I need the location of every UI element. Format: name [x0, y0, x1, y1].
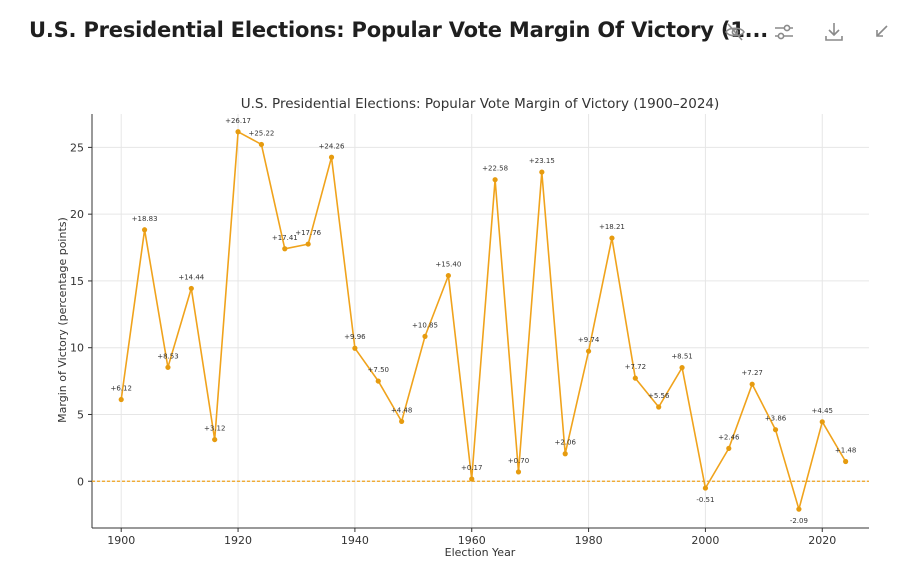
y-axis-label: Margin of Victory (percentage points)	[56, 217, 69, 423]
data-label: +8.51	[671, 353, 692, 361]
x-tick-label: 1980	[575, 534, 603, 547]
data-point	[305, 241, 311, 247]
data-label: -0.51	[696, 496, 714, 504]
data-point	[539, 169, 545, 175]
data-label: +14.44	[178, 273, 204, 281]
collapse-button[interactable]	[866, 17, 896, 47]
data-point	[375, 378, 381, 384]
data-label: +3.86	[765, 415, 787, 423]
data-point	[188, 285, 194, 292]
data-label: +7.50	[368, 366, 389, 374]
data-label: +22.58	[482, 165, 508, 173]
data-labels: +6.12 +18.83 +8.53 +14.44 +3.12 +26.17 +25.22 +…	[110, 117, 856, 525]
data-label: +17.41	[272, 234, 298, 242]
data-point	[141, 227, 148, 233]
data-point	[469, 476, 475, 482]
data-point	[235, 129, 241, 135]
y-tick-label: 10	[70, 342, 84, 355]
chart-container: U.S. Presidential Elections: Popular Vot…	[0, 80, 902, 572]
data-label: +24.26	[319, 142, 345, 150]
x-tick-label: 2000	[691, 534, 719, 547]
axes: 1900 1920 1940 1960 1980 2000 2020 0 5 10 15 20 25	[70, 114, 869, 547]
data-label: +0.17	[461, 464, 482, 472]
data-label: +15.40	[435, 261, 461, 269]
data-label: +4.45	[812, 407, 833, 415]
sliders-icon	[775, 24, 793, 40]
data-point	[819, 419, 825, 425]
y-tick-label: 25	[70, 141, 84, 154]
chart-header: U.S. Presidential Elections: Popular Vot…	[0, 0, 902, 64]
collapse-arrow-icon	[876, 25, 888, 37]
data-point	[656, 404, 662, 410]
data-label: +9.96	[344, 333, 366, 341]
data-label: +17.76	[295, 229, 321, 237]
y-tick-label: 15	[70, 275, 84, 288]
data-label: +10.85	[412, 321, 438, 329]
data-point	[585, 348, 592, 354]
download-icon	[825, 23, 843, 41]
data-point	[258, 141, 265, 148]
chart-settings-button[interactable]	[769, 17, 799, 47]
x-tick-label: 1960	[458, 534, 486, 547]
page-title: U.S. Presidential Elections: Popular Vot…	[29, 18, 769, 42]
line-chart: U.S. Presidential Elections: Popular Vot…	[56, 96, 869, 559]
data-point	[749, 381, 755, 387]
x-tick-label: 1920	[224, 534, 252, 547]
data-point	[212, 436, 218, 443]
hide-code-button[interactable]	[720, 17, 750, 47]
data-point	[562, 451, 568, 457]
x-axis-label: Election Year	[445, 546, 516, 559]
data-point	[492, 177, 498, 183]
x-tick-label: 1900	[107, 534, 135, 547]
data-label: +8.53	[157, 352, 178, 360]
y-tick-label: 20	[70, 208, 84, 221]
data-label: +18.21	[599, 223, 625, 231]
x-tick-label: 2020	[808, 534, 836, 547]
data-point	[632, 375, 638, 381]
data-label: +4.48	[391, 406, 412, 414]
series-margin	[118, 129, 849, 512]
y-tick-label: 5	[77, 408, 84, 421]
data-point	[515, 469, 522, 475]
data-point	[726, 445, 732, 452]
series-line	[120, 130, 847, 511]
data-point	[422, 333, 428, 339]
data-point	[165, 364, 171, 370]
data-point	[352, 345, 358, 351]
data-point	[702, 485, 709, 491]
data-label: +1.48	[835, 446, 856, 454]
data-point	[679, 365, 685, 371]
data-label: +25.22	[248, 129, 274, 137]
data-label: +3.12	[204, 425, 225, 433]
data-point	[609, 235, 615, 241]
download-button[interactable]	[819, 17, 849, 47]
data-label: +2.46	[718, 433, 740, 441]
data-label: +23.15	[529, 157, 555, 165]
data-point	[282, 246, 288, 252]
y-tick-label: 0	[77, 475, 84, 488]
data-label: +9.74	[578, 336, 600, 344]
data-label: +7.27	[741, 369, 762, 377]
eye-slash-icon	[725, 23, 745, 41]
data-point	[118, 396, 124, 403]
data-label: +2.06	[554, 439, 576, 447]
data-label: +6.12	[110, 385, 131, 393]
chart-title: U.S. Presidential Elections: Popular Vot…	[241, 96, 720, 112]
data-label: -2.09	[790, 517, 808, 525]
data-point	[796, 506, 802, 512]
data-label: +26.17	[225, 117, 251, 125]
data-point	[399, 418, 405, 425]
data-point	[843, 458, 849, 465]
x-tick-label: 1940	[341, 534, 369, 547]
data-point	[328, 154, 335, 160]
data-label: +5.56	[648, 392, 670, 400]
data-point	[772, 427, 779, 433]
data-label: +18.83	[132, 215, 158, 223]
data-point	[445, 272, 451, 279]
data-label: +7.72	[625, 363, 646, 371]
data-label: +0.70	[508, 457, 529, 465]
